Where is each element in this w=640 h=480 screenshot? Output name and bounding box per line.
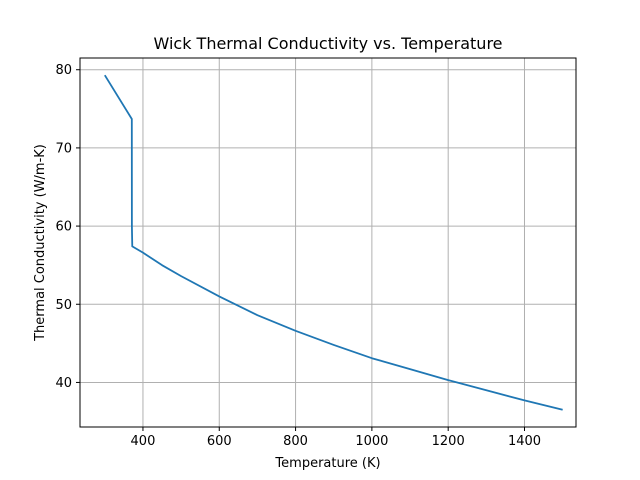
y-tick-label: 50	[55, 298, 72, 313]
x-tick-label: 1000	[355, 434, 388, 449]
x-tick-label: 600	[207, 434, 232, 449]
x-tick-label: 800	[283, 434, 308, 449]
x-axis-label: Temperature (K)	[274, 456, 380, 471]
y-tick-label: 70	[55, 141, 72, 156]
series-line-0	[104, 74, 563, 411]
grid	[80, 58, 576, 427]
x-tick-label: 1400	[508, 434, 541, 449]
x-tick-label: 1200	[432, 434, 465, 449]
ticks: 400 600 800 1000 1200 1400 40 50 60 70 80	[55, 63, 541, 449]
y-tick-label: 60	[55, 220, 72, 235]
y-axis-label: Thermal Conductivity (W/m-K)	[33, 144, 48, 342]
y-tick-label: 40	[55, 376, 72, 391]
x-tick-label: 400	[131, 434, 156, 449]
axes-frame	[79, 57, 577, 428]
y-tick-label: 80	[55, 63, 72, 78]
series-layer	[104, 74, 563, 411]
chart-title: Wick Thermal Conductivity vs. Temperatur…	[153, 34, 502, 53]
